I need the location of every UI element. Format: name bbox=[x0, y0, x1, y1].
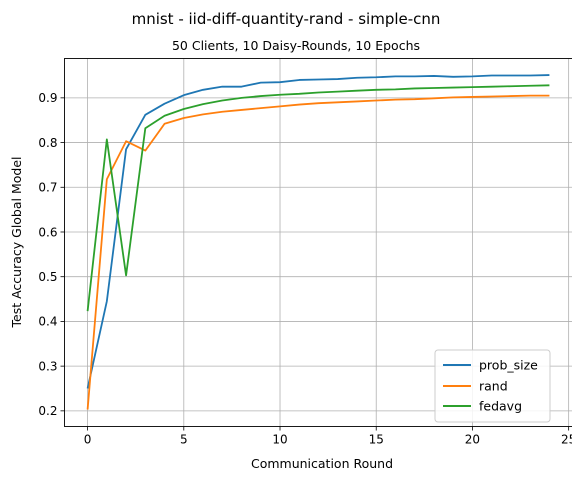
series-line-prob_size bbox=[86, 74, 550, 389]
chart-subtitle: 50 Clients, 10 Daisy-Rounds, 10 Epochs bbox=[172, 38, 420, 53]
x-axis-label: Communication Round bbox=[251, 456, 393, 471]
legend-label-fedavg: fedavg bbox=[479, 399, 522, 414]
x-tick-label: 15 bbox=[369, 433, 384, 447]
y-tick-label: 0.5 bbox=[38, 270, 57, 284]
x-tick-label: 10 bbox=[272, 433, 287, 447]
x-tick-label: 0 bbox=[84, 433, 92, 447]
y-tick-label: 0.4 bbox=[38, 315, 57, 329]
series-line-fedavg bbox=[86, 84, 550, 312]
legend-box bbox=[434, 349, 551, 423]
y-tick-label: 0.6 bbox=[38, 225, 57, 239]
grid-lines bbox=[64, 58, 572, 427]
y-axis-label: Test Accuracy Global Model bbox=[9, 156, 24, 328]
axis-ticks: 0 5 10 15 20 25 0.2 0.3 0.4 0.5 0.6 0.7 0.8 0.9 bbox=[38, 91, 572, 446]
plot-frame bbox=[64, 58, 572, 427]
y-tick-label: 0.7 bbox=[38, 181, 57, 195]
legend-label-prob_size: prob_size bbox=[479, 358, 538, 373]
series-line-rand bbox=[86, 94, 550, 410]
y-tick-label: 0.9 bbox=[38, 91, 57, 105]
x-tick-label: 25 bbox=[561, 433, 572, 447]
y-tick-label: 0.3 bbox=[38, 359, 57, 373]
y-tick-label: 0.8 bbox=[38, 136, 57, 150]
x-tick-label: 5 bbox=[180, 433, 188, 447]
y-tick-label: 0.2 bbox=[38, 404, 57, 418]
chart-title: mnist - iid-diff-quantity-rand - simple-… bbox=[132, 10, 441, 28]
series-lines bbox=[86, 74, 550, 410]
legend: prob_size rand fedavg bbox=[434, 349, 551, 423]
x-tick-label: 20 bbox=[465, 433, 480, 447]
legend-label-rand: rand bbox=[479, 379, 508, 394]
